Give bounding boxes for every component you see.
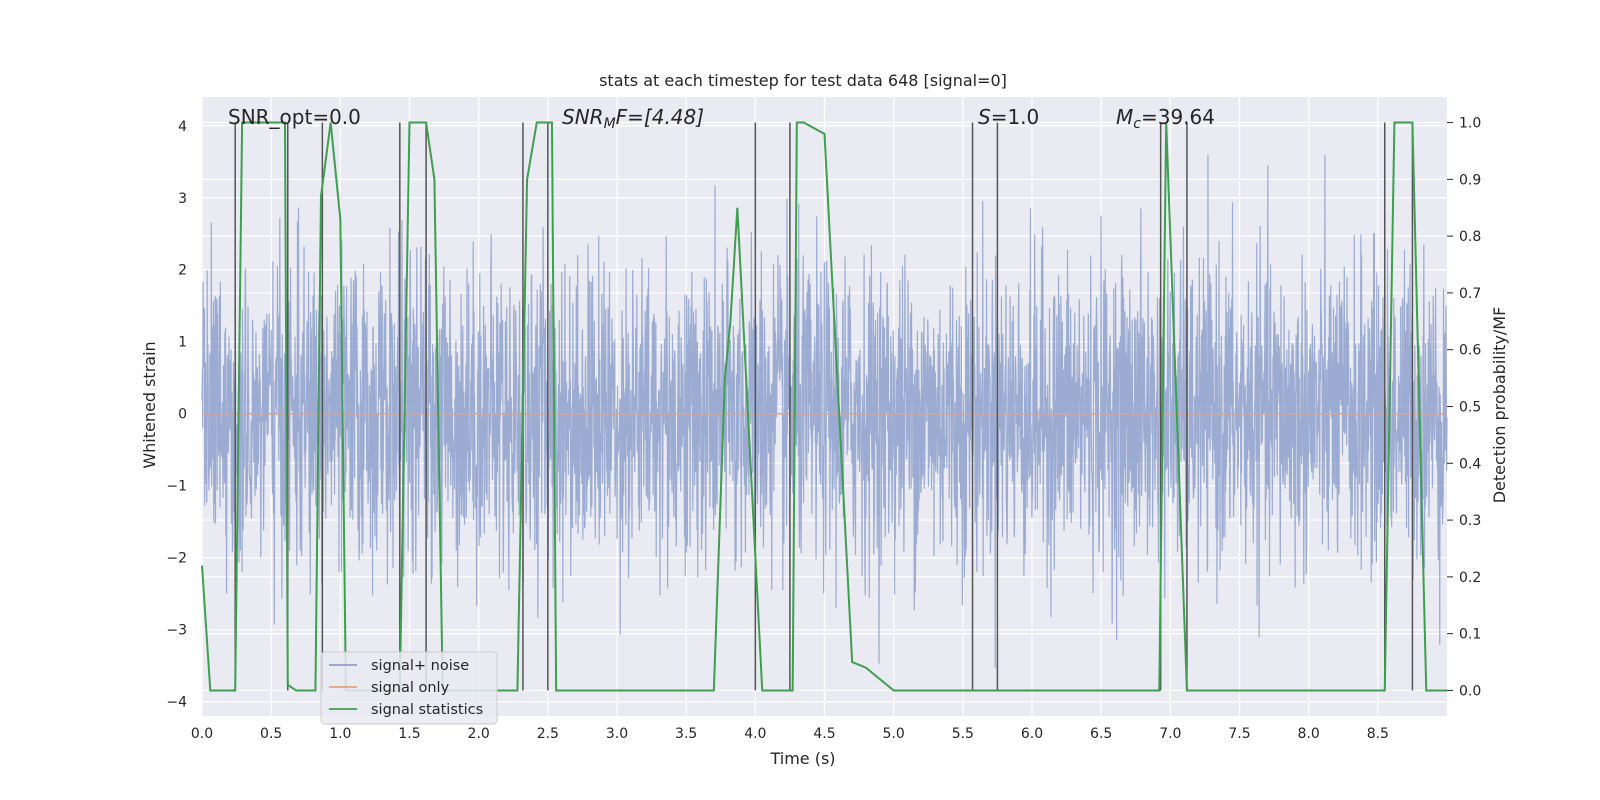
noise-trace: [201, 154, 1448, 669]
y-tick-label-7: 3: [178, 191, 187, 207]
chart-title: stats at each timestep for test data 648…: [599, 71, 1007, 90]
y-axis-left-label: Whitened strain: [140, 341, 159, 468]
annotation-mc-math: M: [1116, 105, 1133, 129]
y-tick-label-4: 0: [178, 407, 187, 423]
x-tick-label-12: 6.0: [1021, 726, 1043, 742]
x-tick-label-3: 1.5: [398, 726, 420, 742]
annotation-mc: Mc=39.64: [1116, 105, 1215, 132]
x-tick-label-10: 5.0: [883, 726, 905, 742]
x-axis-label: Time (s): [769, 749, 835, 768]
y-tick-label-0: −4: [166, 695, 187, 711]
y-axis-left-ticks: −4 −3 −2 −1 0 1 2 3 4: [166, 119, 187, 711]
x-tick-label-11: 5.5: [952, 726, 974, 742]
legend-label-signal-noise: signal+ noise: [371, 658, 469, 674]
annotation-snr-opt: SNR_opt=0.0: [228, 105, 361, 129]
annotation-mc-sub: c: [1133, 116, 1141, 132]
x-tick-label-8: 4.0: [744, 726, 766, 742]
x-tick-label-16: 8.0: [1298, 726, 1320, 742]
legend-box: [320, 651, 498, 725]
signal-statistics-series: [201, 121, 1447, 692]
y-right-tick-label-9: 0.9: [1459, 172, 1481, 188]
x-tick-label-1: 0.5: [260, 726, 282, 742]
y-axis-right-ticks: 0.0 0.1 0.2 0.3 0.4 0.5 0.6 0.7 0.8 0.9 1.0: [1447, 116, 1481, 699]
signal-noise-series: [201, 154, 1448, 669]
annotation-s-rest: =1.0: [991, 105, 1040, 129]
x-tick-label-17: 8.5: [1367, 726, 1389, 742]
y-tick-label-1: −3: [166, 623, 187, 639]
y-tick-label-6: 2: [178, 263, 187, 279]
legend-label-signal-statistics: signal statistics: [371, 702, 483, 718]
y-right-tick-label-3: 0.3: [1459, 513, 1481, 529]
y-right-tick-label-5: 0.5: [1459, 400, 1481, 416]
legend: signal+ noise signal only signal statist…: [320, 651, 498, 725]
vertical-event-lines: [234, 122, 1414, 691]
y-tick-label-2: −2: [166, 551, 187, 567]
x-tick-label-5: 2.5: [537, 726, 559, 742]
annotation-mc-rest: =39.64: [1141, 105, 1215, 129]
x-tick-label-13: 6.5: [1090, 726, 1112, 742]
annotation-s: S=1.0: [978, 105, 1039, 129]
signal-statistics-line: [201, 121, 1447, 692]
x-tick-label-15: 7.5: [1228, 726, 1250, 742]
x-axis-ticks: 0.0 0.5 1.0 1.5 2.0 2.5 3.0 3.5 4.0 4.5 5.0 5.5 6.0 6…: [191, 726, 1389, 742]
y-right-tick-label-0: 0.0: [1459, 683, 1481, 699]
y-right-tick-label-6: 0.6: [1459, 343, 1481, 359]
x-tick-label-9: 4.5: [813, 726, 835, 742]
x-tick-label-2: 1.0: [329, 726, 351, 742]
x-tick-label-7: 3.5: [675, 726, 697, 742]
annotation-snr-mf: SNRMF=[4.48]: [562, 105, 704, 132]
legend-label-signal-only: signal only: [371, 680, 450, 696]
x-tick-label-6: 3.0: [606, 726, 628, 742]
x-tick-label-4: 2.0: [468, 726, 490, 742]
annotation-snr-mf-sub: M: [604, 116, 616, 132]
y-tick-label-5: 1: [178, 335, 187, 351]
y-right-tick-label-7: 0.7: [1459, 286, 1481, 302]
y-tick-label-8: 4: [178, 119, 187, 135]
y-right-tick-label-8: 0.8: [1459, 229, 1481, 245]
y-right-tick-label-4: 0.4: [1459, 456, 1481, 472]
y-axis-right-label: Detection probability/MF: [1490, 307, 1509, 504]
y-right-tick-label-10: 1.0: [1459, 116, 1481, 132]
annotation-snr-mf-rest: F=[4.48]: [616, 105, 704, 129]
y-right-tick-label-1: 0.1: [1459, 627, 1481, 643]
x-tick-label-14: 7.0: [1159, 726, 1181, 742]
y-tick-label-3: −1: [166, 479, 187, 495]
annotation-s-math: S: [978, 105, 991, 129]
annotation-snr-mf-math: SNR: [562, 105, 604, 129]
y-right-tick-label-2: 0.2: [1459, 570, 1481, 586]
x-tick-label-0: 0.0: [191, 726, 213, 742]
